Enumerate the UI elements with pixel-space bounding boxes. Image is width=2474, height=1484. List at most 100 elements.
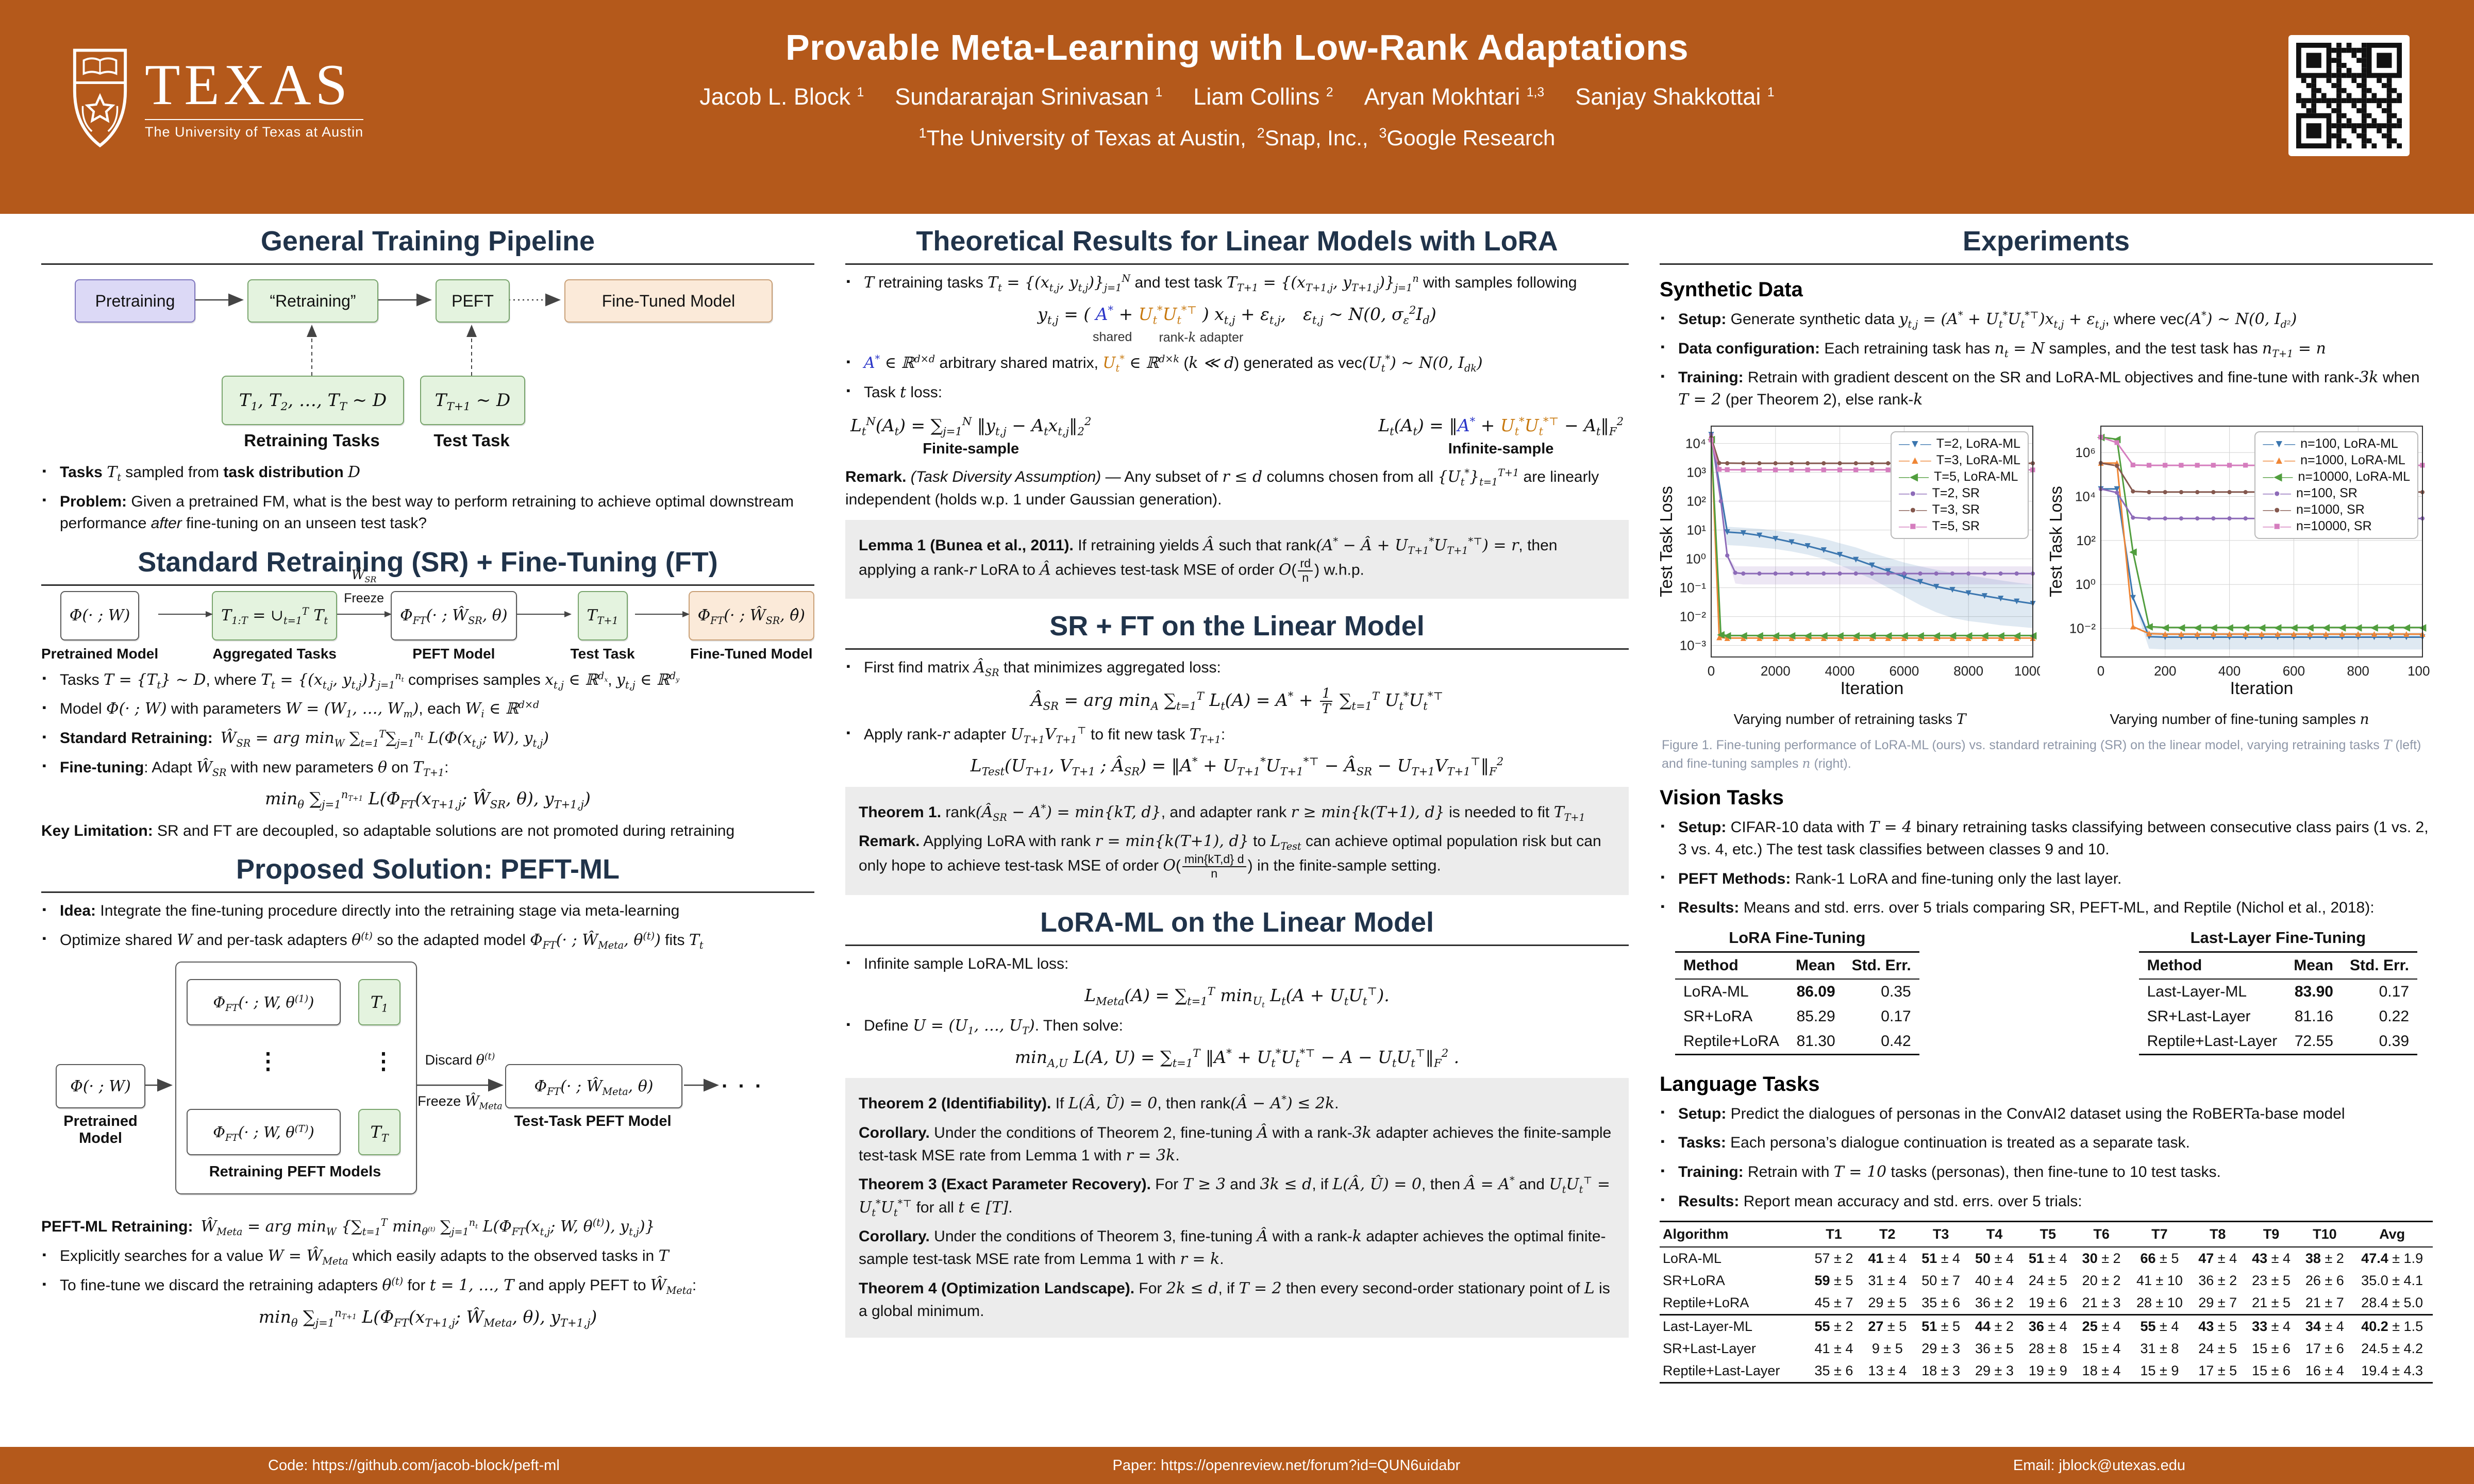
table-cell: LoRA-ML bbox=[1663, 1251, 1722, 1267]
task-1-box: T1 bbox=[358, 979, 400, 1026]
flow-stage: ΦFT(· ; ŴSR, θ̂) Fine-Tuned Model bbox=[688, 591, 814, 662]
svg-text:■: ■ bbox=[1788, 465, 1794, 476]
svg-text:■: ■ bbox=[2211, 460, 2216, 471]
bullet-item: Results: Means and std. errs. over 5 tri… bbox=[1660, 897, 2433, 919]
bullet-item: Setup: Predict the dialogues of personas… bbox=[1660, 1103, 2433, 1125]
svg-text:▼: ▼ bbox=[2225, 632, 2234, 643]
svg-text:▼: ▼ bbox=[2209, 632, 2218, 643]
ellipsis-dots: · · · bbox=[722, 1075, 764, 1098]
section-rule bbox=[41, 891, 814, 893]
table-cell: 0.22 bbox=[2379, 1007, 2409, 1025]
svg-text:▼: ▼ bbox=[2369, 632, 2379, 643]
column-header: Method bbox=[1683, 956, 1739, 974]
svg-text:●: ● bbox=[1757, 458, 1762, 469]
svg-text:●: ● bbox=[1724, 550, 1730, 561]
svg-text:◀: ◀ bbox=[1836, 630, 1844, 641]
svg-text:■: ■ bbox=[1757, 465, 1762, 476]
chart-caption: Varying number of retraining tasks T bbox=[1733, 711, 1966, 728]
svg-text:■: ■ bbox=[1724, 464, 1730, 475]
theorem-text: Theorem 4 (Optimization Landscape). For … bbox=[859, 1279, 1610, 1320]
table-cell: 36 ± 2 bbox=[1975, 1295, 2014, 1311]
svg-text:▼: ▼ bbox=[2177, 632, 2186, 643]
svg-text:●: ● bbox=[2227, 487, 2232, 498]
table-cell: 33 ± 4 bbox=[2252, 1319, 2291, 1335]
srft-bullets: Tasks T = {Tt} ∼ D, where Tt = {(xt,j, y… bbox=[41, 669, 814, 779]
synthetic-data-heading: Synthetic Data bbox=[1660, 278, 1803, 301]
svg-text:600: 600 bbox=[2283, 663, 2305, 679]
svg-text:400: 400 bbox=[2218, 663, 2241, 679]
flow-box-label: Fine-Tuned Model bbox=[690, 645, 813, 662]
table-cell: 17 ± 6 bbox=[2305, 1341, 2344, 1357]
svg-text:●: ● bbox=[1917, 568, 1923, 579]
table-cell: Reptile+Last-Layer bbox=[1663, 1363, 1780, 1379]
table-cell: 28.4 ± 5.0 bbox=[2361, 1295, 2423, 1311]
table-cell: 19 ± 9 bbox=[2028, 1363, 2067, 1379]
legend-entry: ―▼― n=100, LoRA-ML bbox=[2263, 436, 2398, 451]
university-logo: TEXAS The University of Texas at Austin bbox=[70, 45, 364, 151]
svg-text:▲: ▲ bbox=[2337, 629, 2347, 639]
table-cell: 45 ± 7 bbox=[1814, 1295, 1853, 1311]
bullet-item: Idea: Integrate the fine-tuning procedur… bbox=[41, 900, 814, 922]
fine-tuning-equation: minθ ∑j=1nT+1 L(ΦFT(xT+1,j; ŴSR, θ), yT+… bbox=[265, 788, 591, 811]
table-cell: 51 ± 4 bbox=[2028, 1251, 2067, 1267]
svg-text:▲: ▲ bbox=[1851, 633, 1861, 644]
section-rule bbox=[845, 944, 1629, 946]
footer-email: Email: jblock@utexas.edu bbox=[2013, 1457, 2185, 1474]
freeze-wsr-label: Freeze ŴSR bbox=[344, 567, 385, 605]
table-cell: 41 ± 4 bbox=[1814, 1341, 1853, 1357]
svg-text:■: ■ bbox=[2243, 460, 2248, 471]
svg-text:10⁰: 10⁰ bbox=[2076, 577, 2096, 593]
svg-text:10⁻¹: 10⁻¹ bbox=[1680, 580, 1707, 596]
legend-entry: ―■― n=10000, SR bbox=[2263, 519, 2372, 534]
svg-text:▲: ▲ bbox=[1899, 633, 1909, 644]
svg-text:10⁶: 10⁶ bbox=[2075, 445, 2096, 461]
table-cell: Reptile+LoRA bbox=[1663, 1295, 1749, 1311]
section-title-peftml: Proposed Solution: PEFT-ML bbox=[236, 854, 620, 885]
svg-text:▲: ▲ bbox=[2177, 629, 2186, 639]
column-header: Mean bbox=[2294, 956, 2333, 974]
svg-text:▲: ▲ bbox=[2112, 458, 2122, 469]
svg-text:◀: ◀ bbox=[2013, 630, 2020, 641]
footer-paper-link: Paper: https://openreview.net/forum?id=Q… bbox=[1112, 1457, 1461, 1474]
table: Algorithm T1 T2 T3 T4 T5 T6 T7 T8 T9 T10 Avg LoRA-ML… bbox=[1660, 1221, 2433, 1384]
author-name: Jacob L. Block 1 bbox=[699, 83, 864, 110]
svg-text:●: ● bbox=[1788, 568, 1794, 579]
table-cell: 41 ± 10 bbox=[2136, 1273, 2183, 1289]
table-cell: 51 ± 5 bbox=[1921, 1319, 1961, 1335]
table-cell: 29 ± 3 bbox=[1921, 1341, 1961, 1357]
bullet-item: Task t loss: bbox=[845, 382, 1629, 404]
column-header: Method bbox=[2147, 956, 2202, 974]
table-cell: 21 ± 3 bbox=[2082, 1295, 2121, 1311]
table-cell: 72.55 bbox=[2294, 1032, 2333, 1050]
peftml-finetune-equation: minθ ∑j=1nT+1 L(ΦFT(xT+1,j; ŴMeta, θ), y… bbox=[258, 1306, 597, 1329]
legend-entry: ―●― T=2, SR bbox=[1898, 486, 1980, 501]
task-loss-equations: LtN(At) = ∑j=1N ‖yt,j − Atxt,j‖22 Finite… bbox=[845, 411, 1629, 458]
theorem-text: Theorem 2 (Identifiability). If L(Â, Û) … bbox=[859, 1093, 1339, 1113]
table-title: LoRA Fine-Tuning bbox=[1729, 928, 1866, 947]
srft-linear-bullet-1: First find matrix ÂSR that minimizes agg… bbox=[845, 657, 1629, 679]
svg-text:▼: ▼ bbox=[2385, 632, 2395, 643]
svg-text:▲: ▲ bbox=[1915, 633, 1925, 644]
svg-text:◀: ◀ bbox=[1820, 630, 1828, 641]
vision-results-tables: LoRA Fine-Tuning Method Mean Std. Err. LoRA-… bbox=[1660, 929, 2433, 1055]
flow-arrow bbox=[516, 611, 572, 617]
svg-text:Test Task Loss: Test Task Loss bbox=[1660, 486, 1676, 597]
svg-text:◀: ◀ bbox=[2274, 622, 2282, 633]
svg-text:10000: 10000 bbox=[2014, 663, 2040, 679]
svg-text:●: ● bbox=[1804, 568, 1810, 579]
authors-line: Jacob L. Block 1 Sundararajan Srinivasan … bbox=[464, 83, 2010, 110]
table-cell: 15 ± 4 bbox=[2082, 1341, 2121, 1357]
svg-text:●: ● bbox=[1901, 568, 1907, 579]
section-rule bbox=[845, 263, 1629, 265]
svg-text:▲: ▲ bbox=[1770, 633, 1780, 644]
flow-box-label: PEFT Model bbox=[412, 645, 495, 662]
svg-text:▲: ▲ bbox=[2144, 629, 2154, 639]
svg-text:◀: ◀ bbox=[2178, 622, 2185, 633]
stage-retraining: “Retraining” bbox=[247, 279, 378, 323]
peftml-bullets-2: Explicitly searches for a value W = ŴMet… bbox=[41, 1245, 814, 1296]
svg-text:◀: ◀ bbox=[2338, 622, 2346, 633]
qr-code bbox=[2288, 35, 2410, 156]
table-cell: SR+LoRA bbox=[1663, 1273, 1725, 1289]
svg-text:●: ● bbox=[1853, 568, 1859, 579]
